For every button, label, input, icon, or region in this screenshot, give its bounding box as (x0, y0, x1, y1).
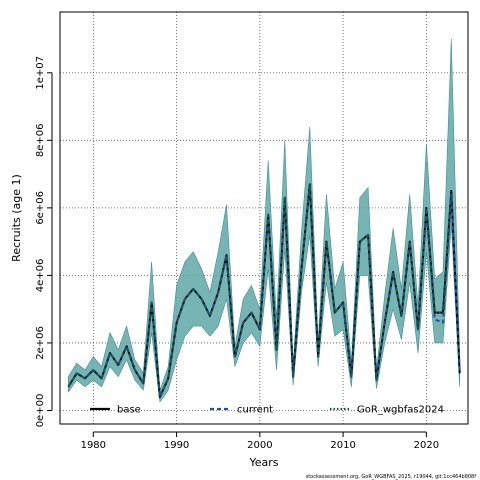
x-tick-label: 2010 (330, 440, 355, 451)
footnote-text: stockassessment.org, GoR_WGBFAS_2025, r1… (306, 474, 477, 480)
legend: base current GoR_wgbfas2024 (90, 405, 444, 416)
legend-label: GoR_wgbfas2024 (357, 405, 444, 416)
x-tick-label: 2020 (414, 440, 439, 451)
x-axis-title: Years (248, 456, 278, 469)
y-axis-title: Recruits (age 1) (10, 174, 23, 262)
y-tick-label: 6e+06 (35, 191, 46, 225)
y-tick-label: 1e+07 (35, 56, 46, 90)
y-tick-label: 8e+06 (35, 124, 46, 158)
confidence-band (68, 38, 460, 403)
legend-label: base (117, 405, 141, 416)
x-tick-label: 1980 (81, 440, 106, 451)
legend-label: current (237, 405, 273, 416)
y-tick-label: 2e+06 (35, 326, 46, 360)
x-tick-label: 2000 (247, 440, 272, 451)
y-axis: 0e+00 2e+06 4e+06 6e+06 8e+06 1e+07 (35, 56, 53, 428)
series-lines-layer (67, 183, 461, 398)
x-axis: 1980 1990 2000 2010 2020 (81, 431, 439, 451)
grid-lines (60, 12, 468, 424)
y-tick-label: 0e+00 (35, 394, 46, 428)
y-tick-label: 4e+06 (35, 259, 46, 293)
plot-frame (59, 11, 469, 425)
confidence-band-layer (68, 38, 460, 403)
x-tick-label: 1990 (164, 440, 189, 451)
